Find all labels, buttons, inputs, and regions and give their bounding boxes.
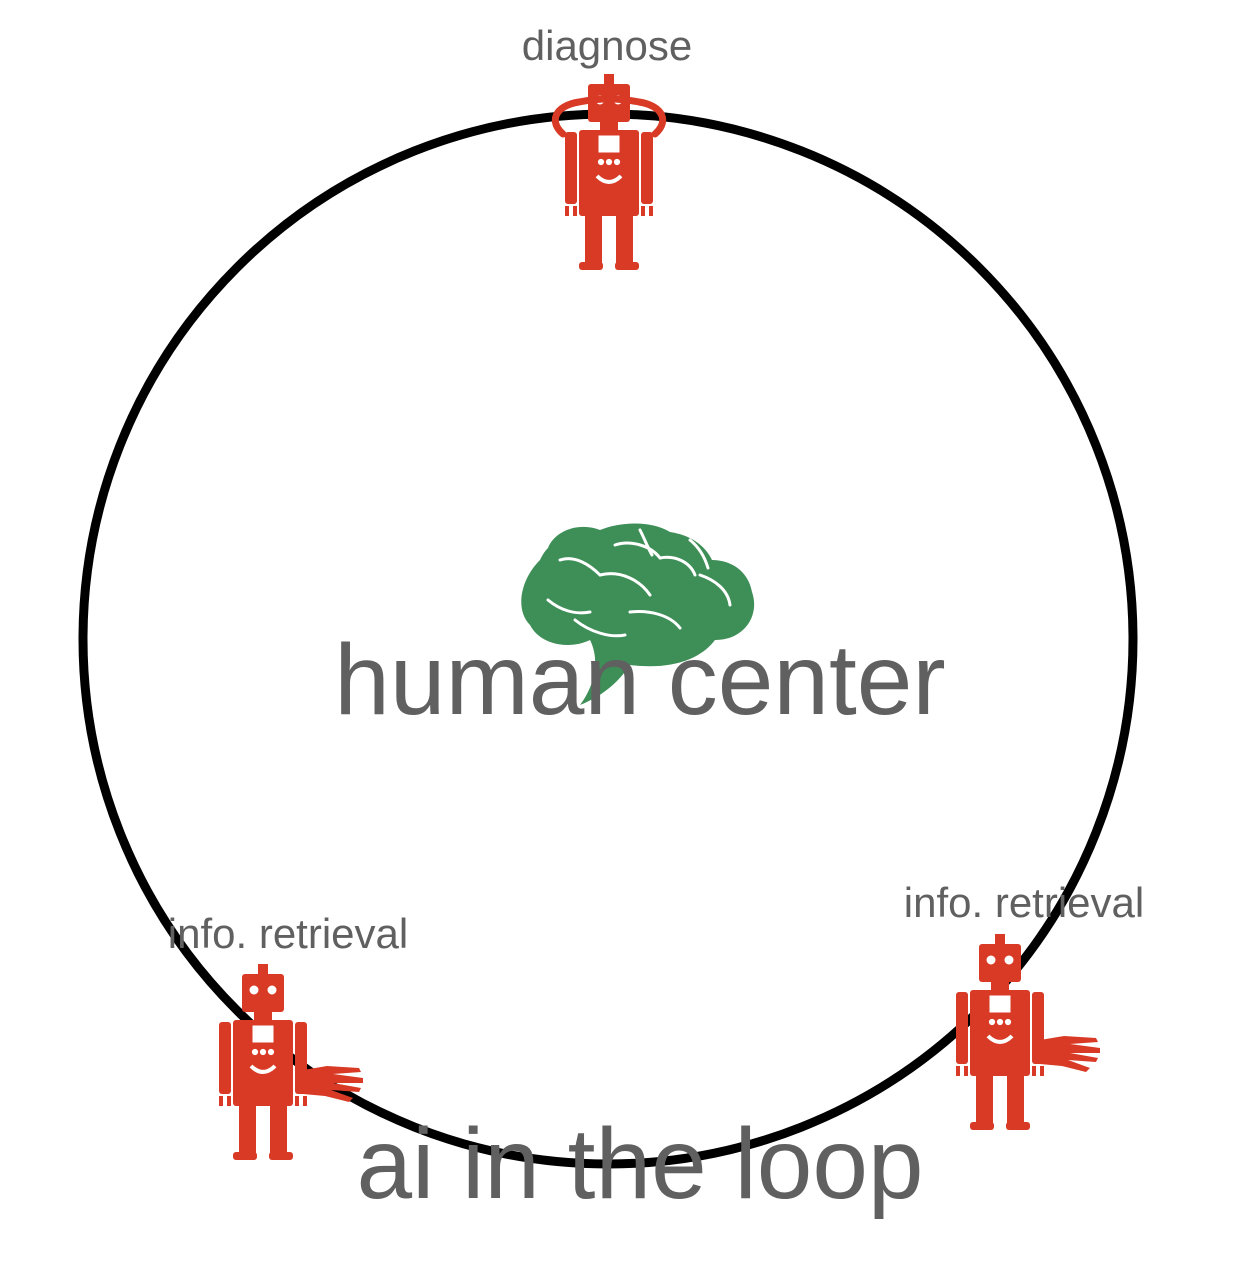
agent-label-diagnose: diagnose bbox=[522, 22, 692, 69]
robot-hand-icon bbox=[219, 964, 363, 1160]
center-label: human center bbox=[334, 624, 945, 736]
robot-hand-icon bbox=[956, 934, 1100, 1130]
agent-label-info-retrieval-right: info. retrieval bbox=[904, 879, 1144, 926]
robot-eye-icon bbox=[551, 74, 667, 270]
agent-label-info-retrieval-left: info. retrieval bbox=[168, 910, 408, 957]
loop-label: ai in the loop bbox=[356, 1108, 923, 1220]
brain-icon bbox=[521, 523, 755, 705]
